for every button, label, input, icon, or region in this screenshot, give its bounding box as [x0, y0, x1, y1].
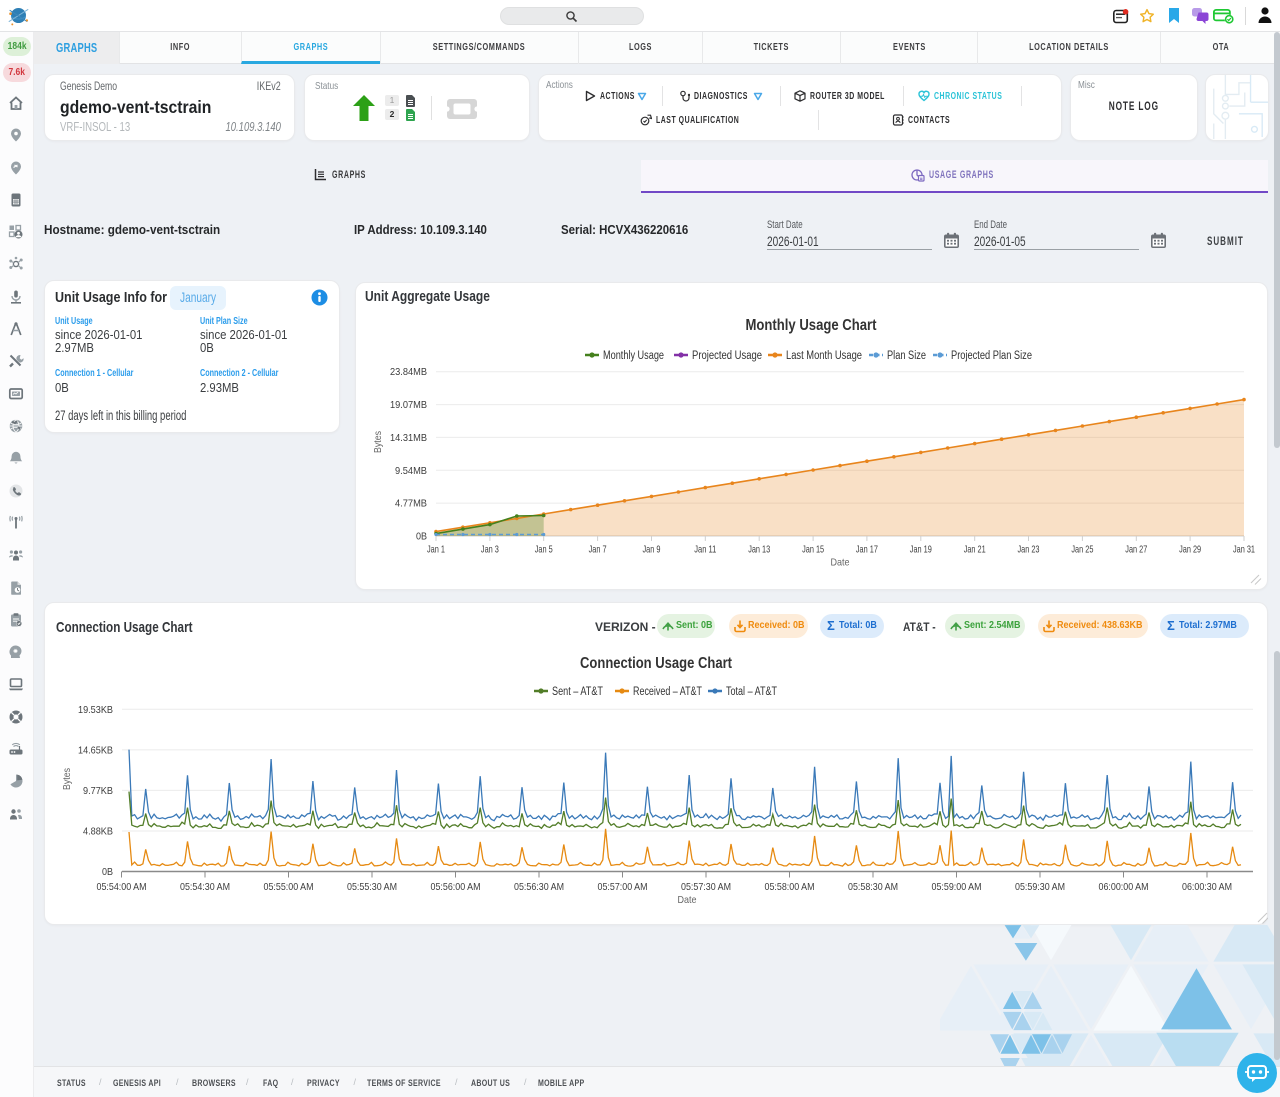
svg-text:0B: 0B	[416, 531, 427, 543]
svg-text:Jan 19: Jan 19	[910, 544, 932, 556]
svg-text:Monthly Usage Chart: Monthly Usage Chart	[746, 317, 878, 334]
svg-text:9.77KB: 9.77KB	[83, 785, 113, 797]
svg-text:05:57:30 AM: 05:57:30 AM	[681, 881, 731, 893]
svg-text:05:55:30 AM: 05:55:30 AM	[347, 881, 397, 893]
svg-text:Projected Usage: Projected Usage	[692, 350, 762, 362]
svg-text:Received – AT&T: Received – AT&T	[633, 686, 702, 698]
svg-text:4.88KB: 4.88KB	[83, 826, 113, 838]
svg-text:Jan 15: Jan 15	[802, 544, 824, 556]
svg-text:Last Month Usage: Last Month Usage	[786, 350, 862, 362]
svg-text:Jan 23: Jan 23	[1018, 544, 1040, 556]
svg-text:06:00:00 AM: 06:00:00 AM	[1099, 881, 1149, 893]
svg-text:Bytes: Bytes	[372, 431, 384, 453]
svg-text:Jan 29: Jan 29	[1179, 544, 1201, 556]
svg-text:05:58:00 AM: 05:58:00 AM	[765, 881, 815, 893]
svg-text:05:58:30 AM: 05:58:30 AM	[848, 881, 898, 893]
svg-text:Jan 1: Jan 1	[427, 544, 445, 556]
svg-text:19.07MB: 19.07MB	[390, 399, 427, 411]
svg-text:Total – AT&T: Total – AT&T	[726, 686, 777, 698]
svg-text:Bytes: Bytes	[61, 768, 73, 790]
svg-text:05:54:30 AM: 05:54:30 AM	[180, 881, 230, 893]
svg-text:Jan 7: Jan 7	[589, 544, 607, 556]
svg-text:23.84MB: 23.84MB	[390, 366, 427, 378]
svg-text:Jan 11: Jan 11	[694, 544, 716, 556]
svg-text:14.65KB: 14.65KB	[78, 744, 113, 756]
svg-text:05:57:00 AM: 05:57:00 AM	[598, 881, 648, 893]
svg-text:05:56:30 AM: 05:56:30 AM	[514, 881, 564, 893]
svg-text:Projected Plan Size: Projected Plan Size	[951, 350, 1032, 362]
svg-text:05:55:00 AM: 05:55:00 AM	[264, 881, 314, 893]
svg-text:Connection Usage Chart: Connection Usage Chart	[580, 655, 732, 672]
svg-text:Jan 31: Jan 31	[1233, 544, 1255, 556]
svg-text:Monthly Usage: Monthly Usage	[603, 350, 664, 362]
svg-text:Date: Date	[678, 894, 697, 906]
svg-text:4.77MB: 4.77MB	[395, 498, 427, 510]
svg-text:Jan 3: Jan 3	[481, 544, 499, 556]
svg-text:05:54:00 AM: 05:54:00 AM	[97, 881, 147, 893]
svg-text:Jan 21: Jan 21	[964, 544, 986, 556]
svg-text:0B: 0B	[102, 866, 113, 878]
svg-text:9.54MB: 9.54MB	[395, 465, 427, 477]
svg-text:Jan 5: Jan 5	[535, 544, 553, 556]
svg-text:05:56:00 AM: 05:56:00 AM	[431, 881, 481, 893]
svg-text:Jan 27: Jan 27	[1125, 544, 1147, 556]
svg-text:Jan 25: Jan 25	[1071, 544, 1093, 556]
svg-text:Date: Date	[831, 557, 850, 569]
svg-text:Sent – AT&T: Sent – AT&T	[552, 686, 603, 698]
svg-text:05:59:00 AM: 05:59:00 AM	[932, 881, 982, 893]
svg-text:06:00:30 AM: 06:00:30 AM	[1182, 881, 1232, 893]
svg-text:19.53KB: 19.53KB	[78, 704, 113, 716]
svg-text:05:59:30 AM: 05:59:30 AM	[1015, 881, 1065, 893]
svg-text:14.31MB: 14.31MB	[390, 432, 427, 444]
svg-text:Jan 17: Jan 17	[856, 544, 878, 556]
svg-text:Jan 13: Jan 13	[748, 544, 770, 556]
svg-text:Jan 9: Jan 9	[643, 544, 661, 556]
svg-text:Plan Size: Plan Size	[887, 350, 926, 362]
